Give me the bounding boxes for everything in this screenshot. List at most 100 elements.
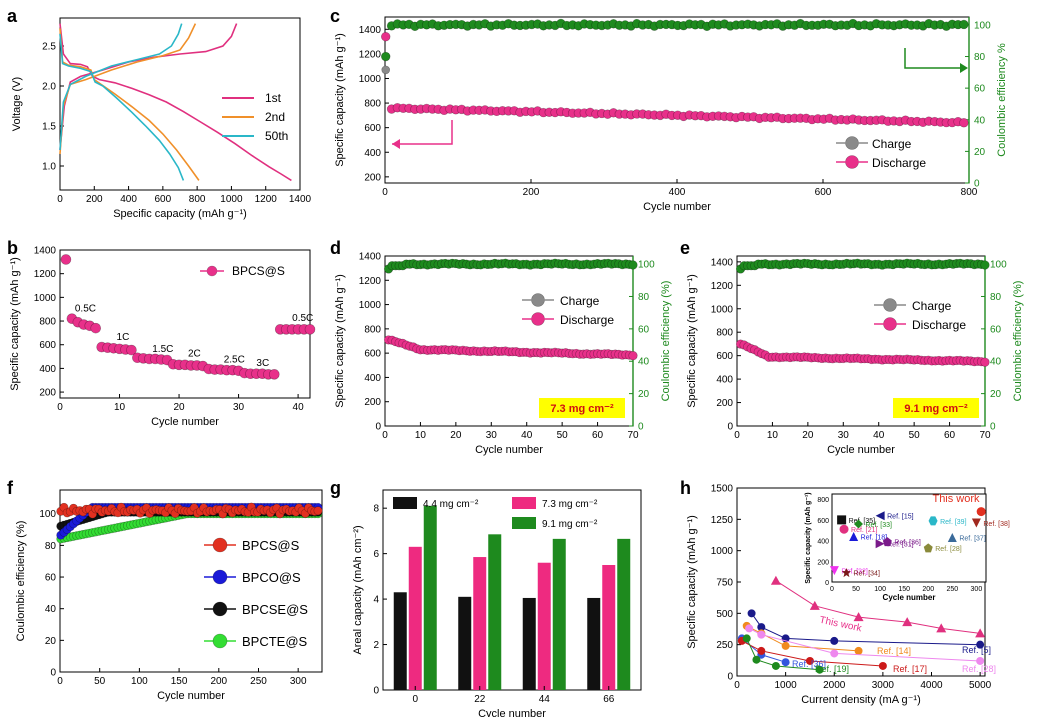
legend-marker-BPCSE@S — [212, 601, 228, 617]
y2-tick-label-e: 40 — [990, 357, 1002, 368]
y-tick-label-a: 1.5 — [42, 122, 56, 133]
y-tick-label-c: 1200 — [359, 49, 382, 60]
legend-label-2: 9.1 mg cm⁻² — [542, 519, 598, 530]
x-tick-label-g: 22 — [474, 694, 486, 705]
legend-label-0: 4.4 mg cm⁻² — [423, 499, 479, 510]
rate-point-Ref. [5] — [747, 609, 756, 618]
inset-point-label: Ref. [37] — [959, 535, 986, 542]
legend-marker-BPCS@S — [212, 537, 228, 553]
x-tick-label-d: 10 — [415, 430, 427, 441]
y-axis-label-d: Specific capacity (mAh g⁻¹) — [334, 274, 346, 408]
x-tick-label-h: 5000 — [969, 680, 992, 691]
x-tick-label-c: 200 — [523, 187, 540, 198]
x-tick-label-c: 400 — [669, 187, 686, 198]
inset-point-label: Ref. [33] — [865, 522, 892, 529]
y-tick-label-f: 80 — [45, 541, 57, 552]
legend-label-1st: 1st — [265, 91, 282, 105]
inset-point — [853, 519, 863, 529]
bar-9.1 mg cm⁻² — [552, 538, 566, 690]
inset-point — [839, 524, 849, 534]
bar-7.3 mg cm⁻² — [602, 565, 616, 690]
y-tick-label-h: 0 — [727, 672, 733, 683]
y-tick-label-d: 200 — [364, 397, 381, 408]
bar-7.3 mg cm⁻² — [473, 557, 487, 690]
inset-point-label: Ref. [35] — [849, 518, 876, 525]
panel-letter-c: c — [330, 6, 340, 26]
y-axis-label-e: Specific capacity (mAh g⁻¹) — [686, 274, 698, 408]
loading-badge: 7.3 mg cm⁻² — [550, 403, 614, 415]
x-tick-label-d: 50 — [557, 430, 569, 441]
ref-label: Ref. [19] — [815, 664, 849, 674]
inset-point — [875, 539, 885, 549]
y-tick-label-c: 400 — [364, 148, 381, 159]
inset-y-tick-label: 200 — [817, 559, 829, 566]
y-tick-label-c: 600 — [364, 123, 381, 134]
y-tick-label-f: 0 — [50, 668, 56, 679]
discharge-point — [126, 344, 137, 356]
y-tick-label-b: 800 — [39, 317, 56, 328]
y2-tick-label-d: 100 — [638, 260, 655, 271]
ref-label: Ref. [17] — [893, 664, 927, 674]
y-tick-label-c: 800 — [364, 99, 381, 110]
loading-badge-bg — [893, 398, 979, 418]
x-tick-label-a: 1400 — [289, 194, 312, 205]
legend-swatch-1 — [512, 497, 536, 509]
x-tick-label-c: 0 — [382, 187, 388, 198]
rate-line-Ref. [28] — [748, 627, 981, 662]
y-axis-label-a: Voltage (V) — [11, 77, 23, 131]
y-tick-label-a: 2.5 — [42, 42, 56, 53]
legend-label-discharge: Discharge — [912, 318, 966, 332]
curve-discharge-2nd — [59, 28, 200, 181]
y-tick-label-g: 2 — [373, 640, 379, 651]
inset-point — [837, 515, 847, 525]
x-tick-label-e: 50 — [909, 430, 921, 441]
y-tick-label-h: 1500 — [711, 484, 734, 495]
inset-x-label: Cycle number — [883, 593, 936, 602]
x-tick-label-d: 40 — [521, 430, 533, 441]
discharge-point — [60, 254, 72, 265]
rate-point-This work — [936, 623, 947, 633]
x-axis-label-d: Cycle number — [475, 444, 543, 456]
x-axis-label-g: Cycle number — [478, 708, 546, 717]
y2-tick-label-e: 100 — [990, 260, 1007, 271]
y2-tick-label-c: 20 — [974, 147, 986, 158]
y-tick-label-d: 0 — [375, 422, 381, 433]
x-tick-label-f: 300 — [290, 676, 307, 687]
curve-discharge-50th — [59, 33, 185, 181]
y-tick-label-c: 1000 — [359, 74, 382, 85]
x-tick-label-d: 60 — [592, 430, 604, 441]
x-tick-label-e: 20 — [802, 430, 814, 441]
bar-7.3 mg cm⁻² — [408, 546, 422, 690]
arrow-head-discharge — [392, 139, 400, 149]
y-tick-label-f: 60 — [45, 573, 57, 584]
x-tick-label-d: 30 — [486, 430, 498, 441]
y-tick-label-e: 0 — [727, 422, 733, 433]
loading-badge-bg — [539, 398, 625, 418]
y2-tick-label-c: 40 — [974, 115, 986, 126]
legend-label-50th: 50th — [265, 129, 288, 143]
rate-point-Ref. [5] — [757, 623, 766, 632]
y2-axis-label-e: Coulombic efficiency (%) — [1012, 281, 1024, 402]
panel-letter-b: b — [7, 238, 18, 258]
rate-point-Ref. [28] — [830, 649, 839, 658]
inset-point — [829, 566, 839, 576]
y2-axis-label-d: Coulombic efficiency (%) — [660, 281, 672, 402]
bar-4.4 mg cm⁻² — [393, 592, 407, 690]
legend-label-charge: Charge — [872, 137, 912, 151]
y2-tick-label-d: 20 — [638, 389, 650, 400]
rate-point-Ref. [5] — [830, 636, 839, 645]
y-axis-label-f: Coulombic efficiency (%) — [15, 521, 27, 642]
discharge-point — [268, 369, 280, 380]
bar-7.3 mg cm⁻² — [537, 562, 551, 690]
discharge-point — [381, 31, 391, 42]
x-tick-label-h: 3000 — [872, 680, 895, 691]
inset-point — [849, 531, 859, 541]
y-tick-label-e: 1000 — [711, 304, 734, 315]
rate-point-Ref. [28] — [745, 624, 754, 633]
x-tick-label-a: 1200 — [255, 194, 278, 205]
y-tick-label-h: 1250 — [711, 515, 734, 526]
y-tick-label-e: 200 — [716, 398, 733, 409]
y2-tick-label-d: 80 — [638, 292, 650, 303]
x-axis-label-c: Cycle number — [643, 201, 711, 213]
